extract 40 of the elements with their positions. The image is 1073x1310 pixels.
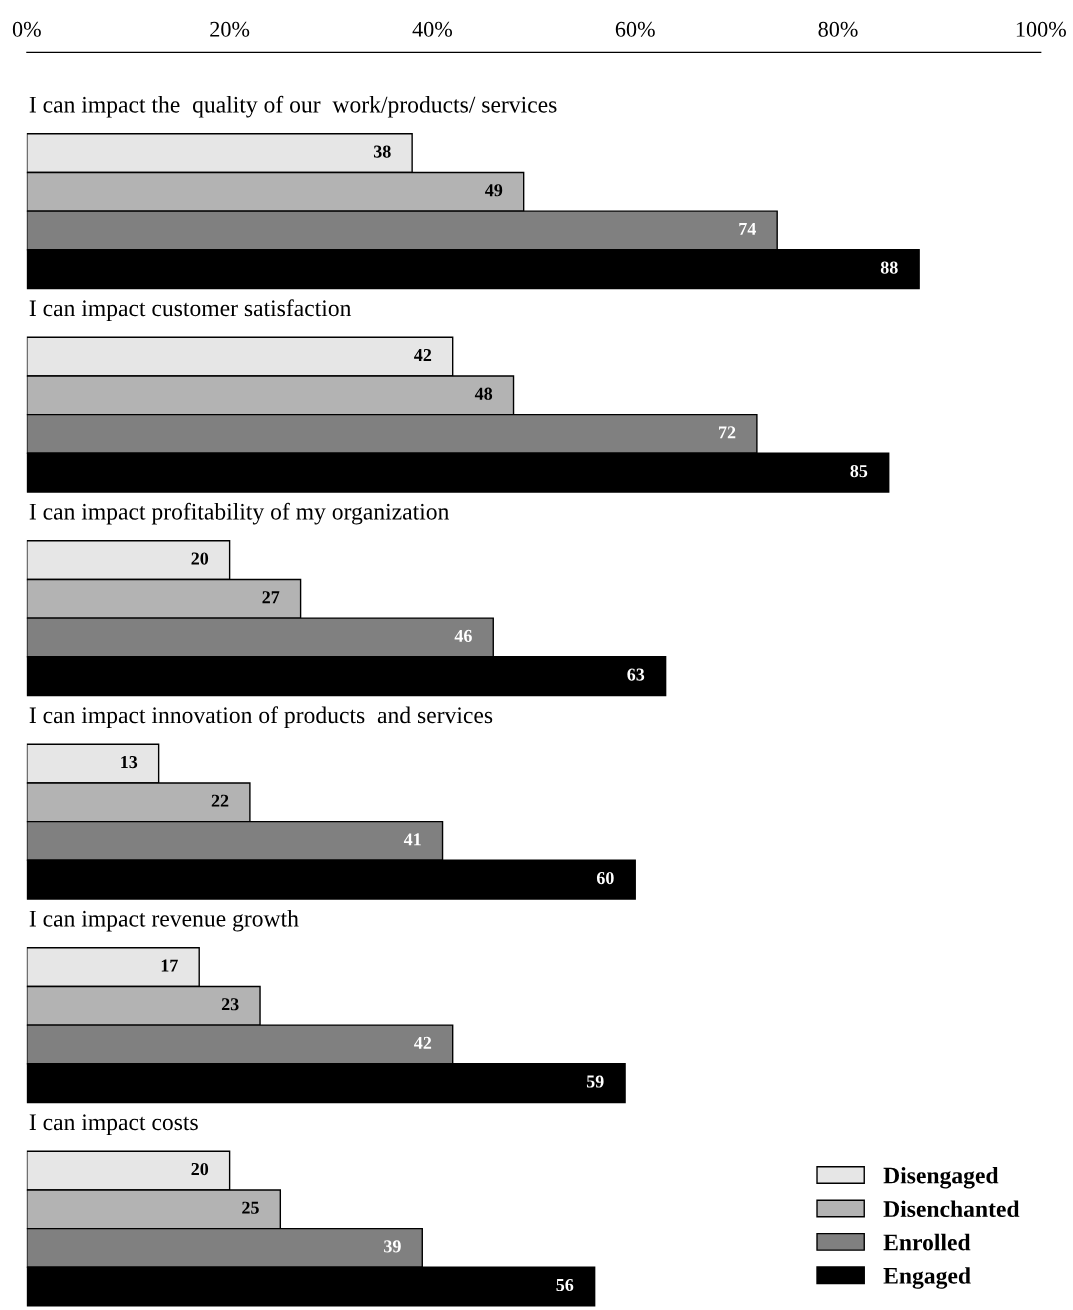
data-label: 49 [485, 184, 503, 197]
x-tick-label: 80% [818, 21, 858, 37]
data-label: 25 [242, 1201, 259, 1214]
data-label: 88 [880, 261, 898, 274]
data-label: 42 [414, 1036, 432, 1049]
y-tick-label: I can impact revenue growth [29, 910, 299, 932]
y-tick-label: I can impact costs [29, 1114, 198, 1135]
y-tick-label: I can impact customer satisfaction [29, 299, 352, 322]
data-label: 20 [191, 1162, 209, 1176]
data-label: 72 [719, 426, 736, 439]
data-label: 38 [373, 145, 391, 158]
data-label: 63 [627, 668, 645, 681]
data-label: 60 [596, 871, 614, 885]
data-label: 56 [556, 1278, 574, 1292]
data-label: 23 [221, 998, 239, 1011]
x-tick-label: 20% [210, 21, 250, 37]
data-label: 22 [211, 794, 229, 807]
data-label: 13 [121, 756, 138, 769]
legend-label: Enrolled [883, 1233, 971, 1251]
legend-label: Engaged [883, 1267, 971, 1289]
data-label: 48 [474, 387, 493, 400]
data-label: 85 [850, 464, 868, 478]
x-tick-label: 40% [412, 21, 453, 37]
legend-label: Disenchanted [883, 1200, 1020, 1218]
data-label: 46 [454, 629, 472, 642]
y-tick-label: I can impact the quality of our work/products/ services [29, 95, 557, 118]
data-label: 41 [403, 833, 421, 846]
data-label: 20 [191, 552, 209, 565]
data-label: 17 [161, 959, 178, 972]
y-tick-label: I can impact profitability of my organization [29, 502, 450, 525]
x-tick-label: 60% [615, 21, 655, 37]
y-tick-label: I can impact innovation of products and services [29, 706, 493, 728]
data-label: 59 [586, 1075, 604, 1088]
legend-label: Disengaged [883, 1166, 999, 1189]
data-label: 27 [262, 591, 280, 604]
data-label: 74 [739, 222, 756, 235]
x-tick-label: 100% [1016, 21, 1066, 37]
data-label: 42 [414, 349, 432, 361]
data-label: 39 [384, 1240, 401, 1253]
x-tick-label: 0% [12, 21, 41, 37]
